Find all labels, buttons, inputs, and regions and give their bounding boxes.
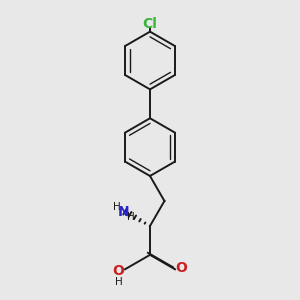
- Text: N: N: [118, 205, 129, 218]
- Text: H: H: [128, 212, 135, 222]
- Text: H: H: [115, 277, 122, 287]
- Text: H: H: [113, 202, 121, 212]
- Text: O: O: [113, 264, 124, 278]
- Text: Cl: Cl: [142, 17, 158, 32]
- Text: O: O: [176, 261, 187, 275]
